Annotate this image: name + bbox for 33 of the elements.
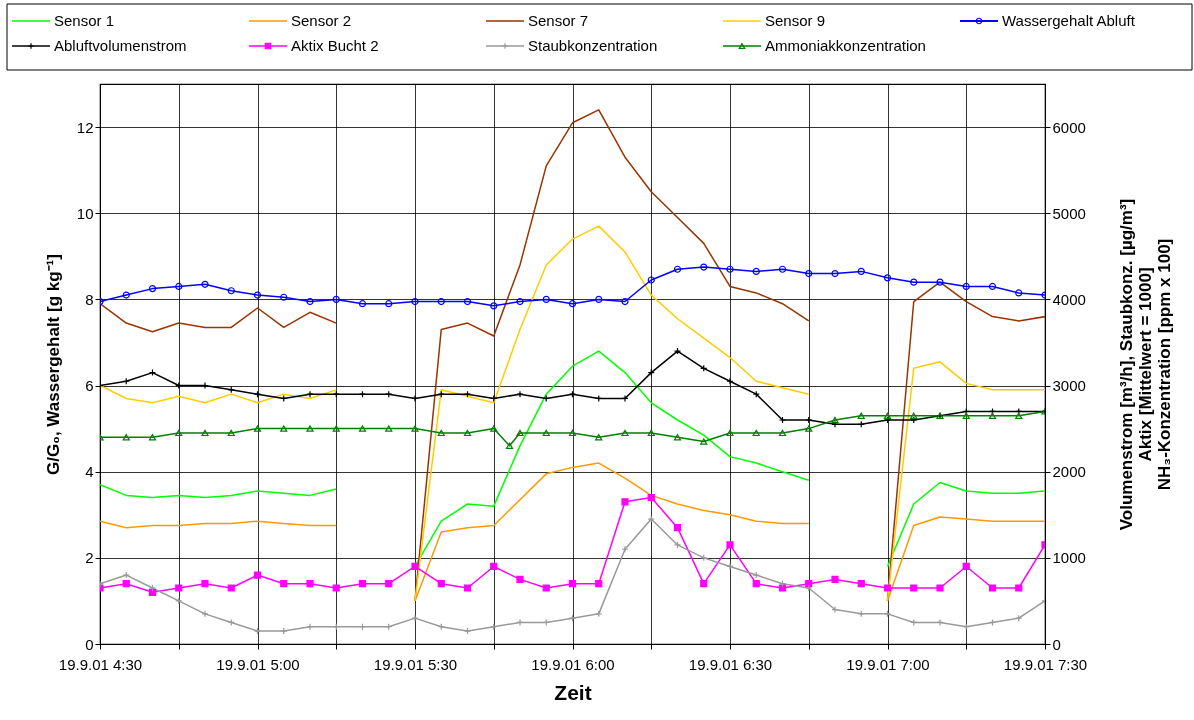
- y2-tick-label: 6000: [1052, 118, 1086, 136]
- legend-label: Sensor 7: [528, 12, 589, 29]
- y-tick-label: 10: [76, 204, 94, 222]
- x-tick-label: 19.9.01 7:00: [846, 655, 930, 673]
- legend-label: Sensor 1: [54, 12, 115, 29]
- y-tick-label: 0: [85, 635, 94, 653]
- y2-tick-label: 3000: [1052, 377, 1086, 395]
- x-tick-label: 19.9.01 6:30: [688, 655, 773, 673]
- legend-label: Aktix Bucht 2: [291, 37, 379, 54]
- x-tick-label: 19.9.01 6:00: [531, 655, 615, 673]
- x-tick-label: 19.9.01 4:30: [58, 655, 143, 673]
- x-tick-label: 19.9.01 5:30: [373, 655, 458, 673]
- y-axis-title: G/G₀, Wassergehalt [g kg⁻¹]: [43, 254, 63, 475]
- y2-tick-label: 2000: [1052, 463, 1086, 481]
- legend-label: Wassergehalt Abluft: [1002, 12, 1136, 29]
- legend-label: Sensor 2: [291, 12, 352, 29]
- y-tick-label: 6: [85, 377, 94, 395]
- y2-tick-label: 1000: [1052, 549, 1086, 567]
- y-tick-label: 4: [85, 463, 94, 481]
- x-axis-title: Zeit: [554, 680, 592, 704]
- legend-label: Ammoniakkonzentration: [765, 37, 926, 54]
- legend-label: Sensor 9: [765, 12, 826, 29]
- y2-axis-title: Volumenstrom [m³/h], Staubkonz. [µg/m³] Aktix [Mittelwert = 1000] NH₃-Konzentration [ppm x 100]: [1116, 198, 1174, 531]
- x-tick-label: 19.9.01 7:30: [1003, 655, 1088, 673]
- y-tick-label: 8: [85, 290, 94, 308]
- legend-label: Abluftvolumenstrom: [54, 37, 187, 54]
- legend-label: Staubkonzentration: [528, 37, 658, 54]
- y2-tick-label: 5000: [1052, 204, 1086, 222]
- y2-tick-label: 4000: [1052, 290, 1086, 308]
- y-tick-label: 2: [85, 549, 94, 567]
- y-tick-label: 12: [76, 118, 94, 136]
- y2-tick-label: 0: [1052, 635, 1061, 653]
- x-tick-label: 19.9.01 5:00: [216, 655, 300, 673]
